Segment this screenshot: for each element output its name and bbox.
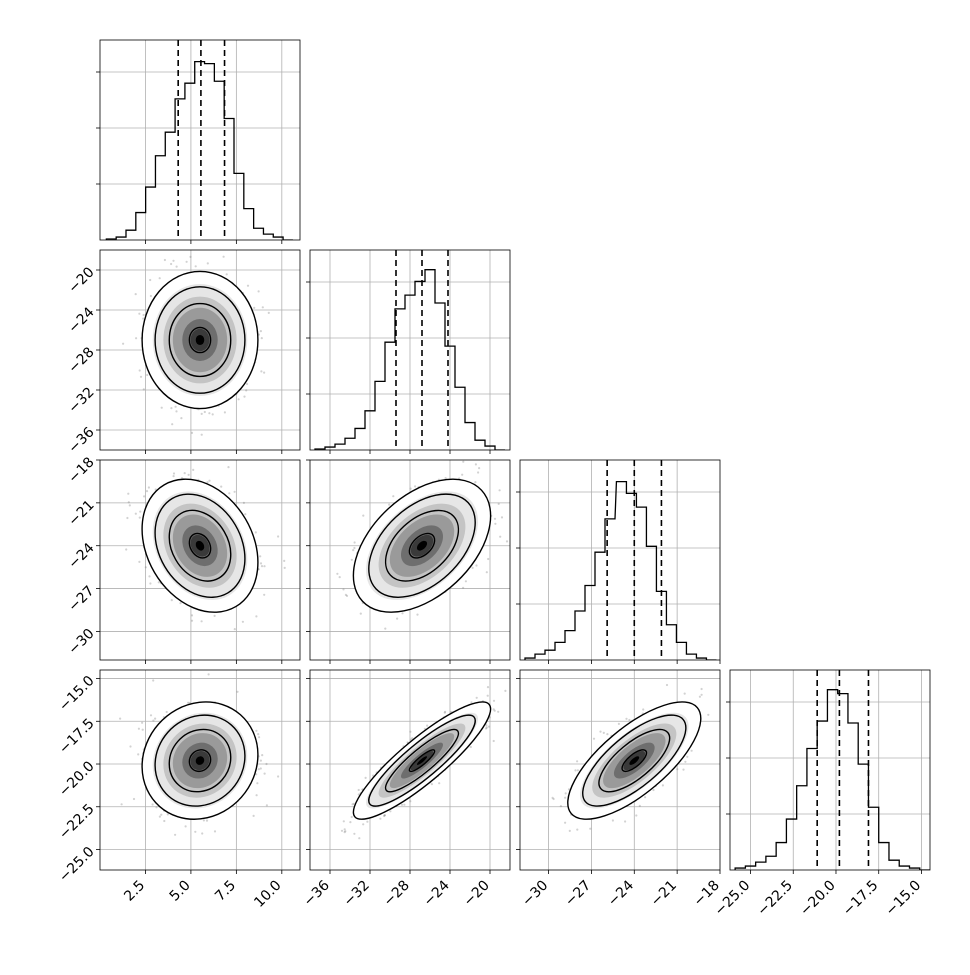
y-tick-label: −17.5 bbox=[56, 716, 98, 758]
histogram-step bbox=[106, 62, 293, 240]
y-tick-label: −24 bbox=[65, 304, 97, 336]
panel-frame bbox=[100, 40, 300, 240]
panel-frame bbox=[730, 670, 930, 870]
histogram-step bbox=[525, 482, 716, 660]
y-tick-label: −20 bbox=[65, 264, 97, 296]
x-tick-label: −25.0 bbox=[712, 878, 754, 920]
density-fill bbox=[142, 271, 258, 408]
y-tick-label: −32 bbox=[65, 384, 97, 416]
y-tick-label: −18 bbox=[65, 454, 97, 486]
y-tick-label: −15.0 bbox=[56, 673, 98, 715]
histogram-p1 bbox=[306, 250, 510, 454]
density-fill bbox=[118, 678, 282, 843]
scatter-panel-p3-vs-p2 bbox=[516, 670, 732, 874]
panel-frame bbox=[520, 460, 720, 660]
y-tick-label: −30 bbox=[65, 626, 97, 658]
histogram-p3 bbox=[726, 670, 930, 874]
histogram-p0 bbox=[96, 40, 300, 244]
x-tick-label: 2.5 bbox=[121, 878, 148, 905]
scatter-panel-p1-vs-p0 bbox=[96, 250, 300, 454]
x-tick-label: −17.5 bbox=[840, 878, 882, 920]
y-tick-label: −21 bbox=[65, 497, 97, 529]
x-tick-label: −20 bbox=[461, 878, 493, 910]
scatter-panel-p2-vs-p1 bbox=[306, 417, 516, 664]
y-tick-label: −27 bbox=[65, 583, 97, 615]
x-tick-label: 7.5 bbox=[212, 878, 239, 905]
y-tick-label: −28 bbox=[65, 344, 97, 376]
y-tick-label: −24 bbox=[65, 540, 97, 572]
x-tick-label: −27 bbox=[562, 878, 594, 910]
x-tick-label: −32 bbox=[341, 878, 373, 910]
x-tick-label: −15.0 bbox=[883, 878, 925, 920]
x-tick-label: −22.5 bbox=[754, 878, 796, 920]
y-tick-label: −20.0 bbox=[56, 758, 98, 800]
scatter-panel-p3-vs-p1 bbox=[306, 670, 543, 874]
x-tick-label: −20.0 bbox=[797, 878, 839, 920]
x-tick-label: −21 bbox=[648, 878, 680, 910]
x-tick-label: 10.0 bbox=[251, 878, 284, 911]
x-tick-label: −24 bbox=[421, 877, 453, 909]
x-tick-label: −28 bbox=[381, 878, 413, 910]
scatter-panel-p2-vs-p0 bbox=[96, 445, 300, 664]
y-tick-label: −25.0 bbox=[56, 844, 98, 886]
histogram-step bbox=[735, 690, 930, 870]
y-tick-label: −22.5 bbox=[56, 801, 98, 843]
x-tick-label: −24 bbox=[605, 877, 637, 909]
x-tick-label: −30 bbox=[519, 878, 551, 910]
density-fill bbox=[119, 458, 282, 633]
scatter-panel-p3-vs-p0 bbox=[96, 670, 300, 874]
y-tick-label: −36 bbox=[65, 424, 97, 456]
histogram-p2 bbox=[516, 460, 720, 664]
x-tick-label: 5.0 bbox=[167, 878, 194, 905]
density-fill bbox=[341, 688, 503, 834]
x-tick-label: −36 bbox=[301, 877, 333, 909]
